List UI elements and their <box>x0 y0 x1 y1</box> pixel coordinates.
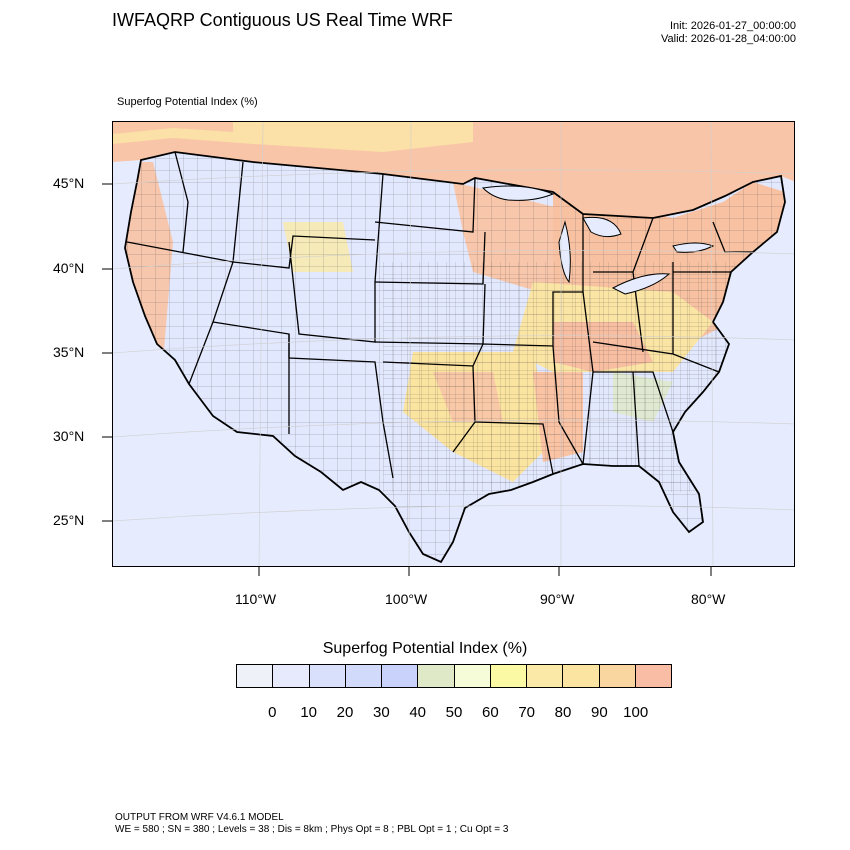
map-panel <box>112 121 795 567</box>
us-map <box>113 122 794 566</box>
colorbar-cell <box>345 665 382 687</box>
colorbar-cell <box>490 665 527 687</box>
colorbar-cell <box>563 665 600 687</box>
colorbar-tick-label: 80 <box>554 704 572 721</box>
lon-label-100: 100°W <box>385 591 428 607</box>
colorbar-tick-label: 40 <box>409 704 426 721</box>
init-time: Init: 2026-01-27_00:00:00 <box>670 20 796 32</box>
lat-label-40: 40°N <box>53 260 85 276</box>
colorbar-tick-label: 90 <box>590 704 608 721</box>
field-label: Superfog Potential Index (%) <box>117 96 258 108</box>
colorbar-tick-label: 10 <box>300 704 317 721</box>
lat-ticks <box>102 183 112 522</box>
colorbar-tick-label: 100 <box>623 704 649 721</box>
colorbar-tick-label: 70 <box>518 704 535 721</box>
colorbar-cell <box>418 665 455 687</box>
colorbar-cell <box>635 665 671 687</box>
colorbar-tick-label: 20 <box>336 704 354 721</box>
colorbar-tick-label: 0 <box>268 704 277 721</box>
great-lakes <box>481 185 715 295</box>
colorbar-cell <box>309 665 346 687</box>
lat-label-45: 45°N <box>53 175 85 191</box>
lat-label-35: 35°N <box>53 344 85 360</box>
model-info-line2: WE = 580 ; SN = 380 ; Levels = 38 ; Dis … <box>115 824 509 835</box>
model-info-line1: OUTPUT FROM WRF V4.6.1 MODEL <box>115 812 284 823</box>
lat-label-25: 25°N <box>53 512 85 528</box>
colorbar-cell <box>382 665 419 687</box>
colorbar-cell <box>273 665 310 687</box>
lon-label-80: 80°W <box>691 591 726 607</box>
lat-label-30: 30°N <box>53 428 85 444</box>
lon-label-110: 110°W <box>235 591 277 607</box>
colorbar-cell <box>237 665 274 687</box>
graticule <box>113 122 794 566</box>
canada-region <box>113 122 794 218</box>
map-title: IWFAQRP Contiguous US Real Time WRF <box>112 10 453 30</box>
colorbar-cell <box>527 665 564 687</box>
colorbar-title: Superfog Potential Index (%) <box>322 640 528 657</box>
colorbar-cell <box>454 665 491 687</box>
lon-label-90: 90°W <box>540 591 575 607</box>
colorbar-tick-label: 60 <box>481 704 499 721</box>
colorbar-cell <box>599 665 636 687</box>
colorbar-tick-label: 30 <box>372 704 390 721</box>
colorbar-tick-label: 50 <box>445 704 463 721</box>
valid-time: Valid: 2026-01-28_04:00:00 <box>661 33 796 45</box>
lon-ticks <box>258 566 712 576</box>
colorbar <box>236 664 672 688</box>
